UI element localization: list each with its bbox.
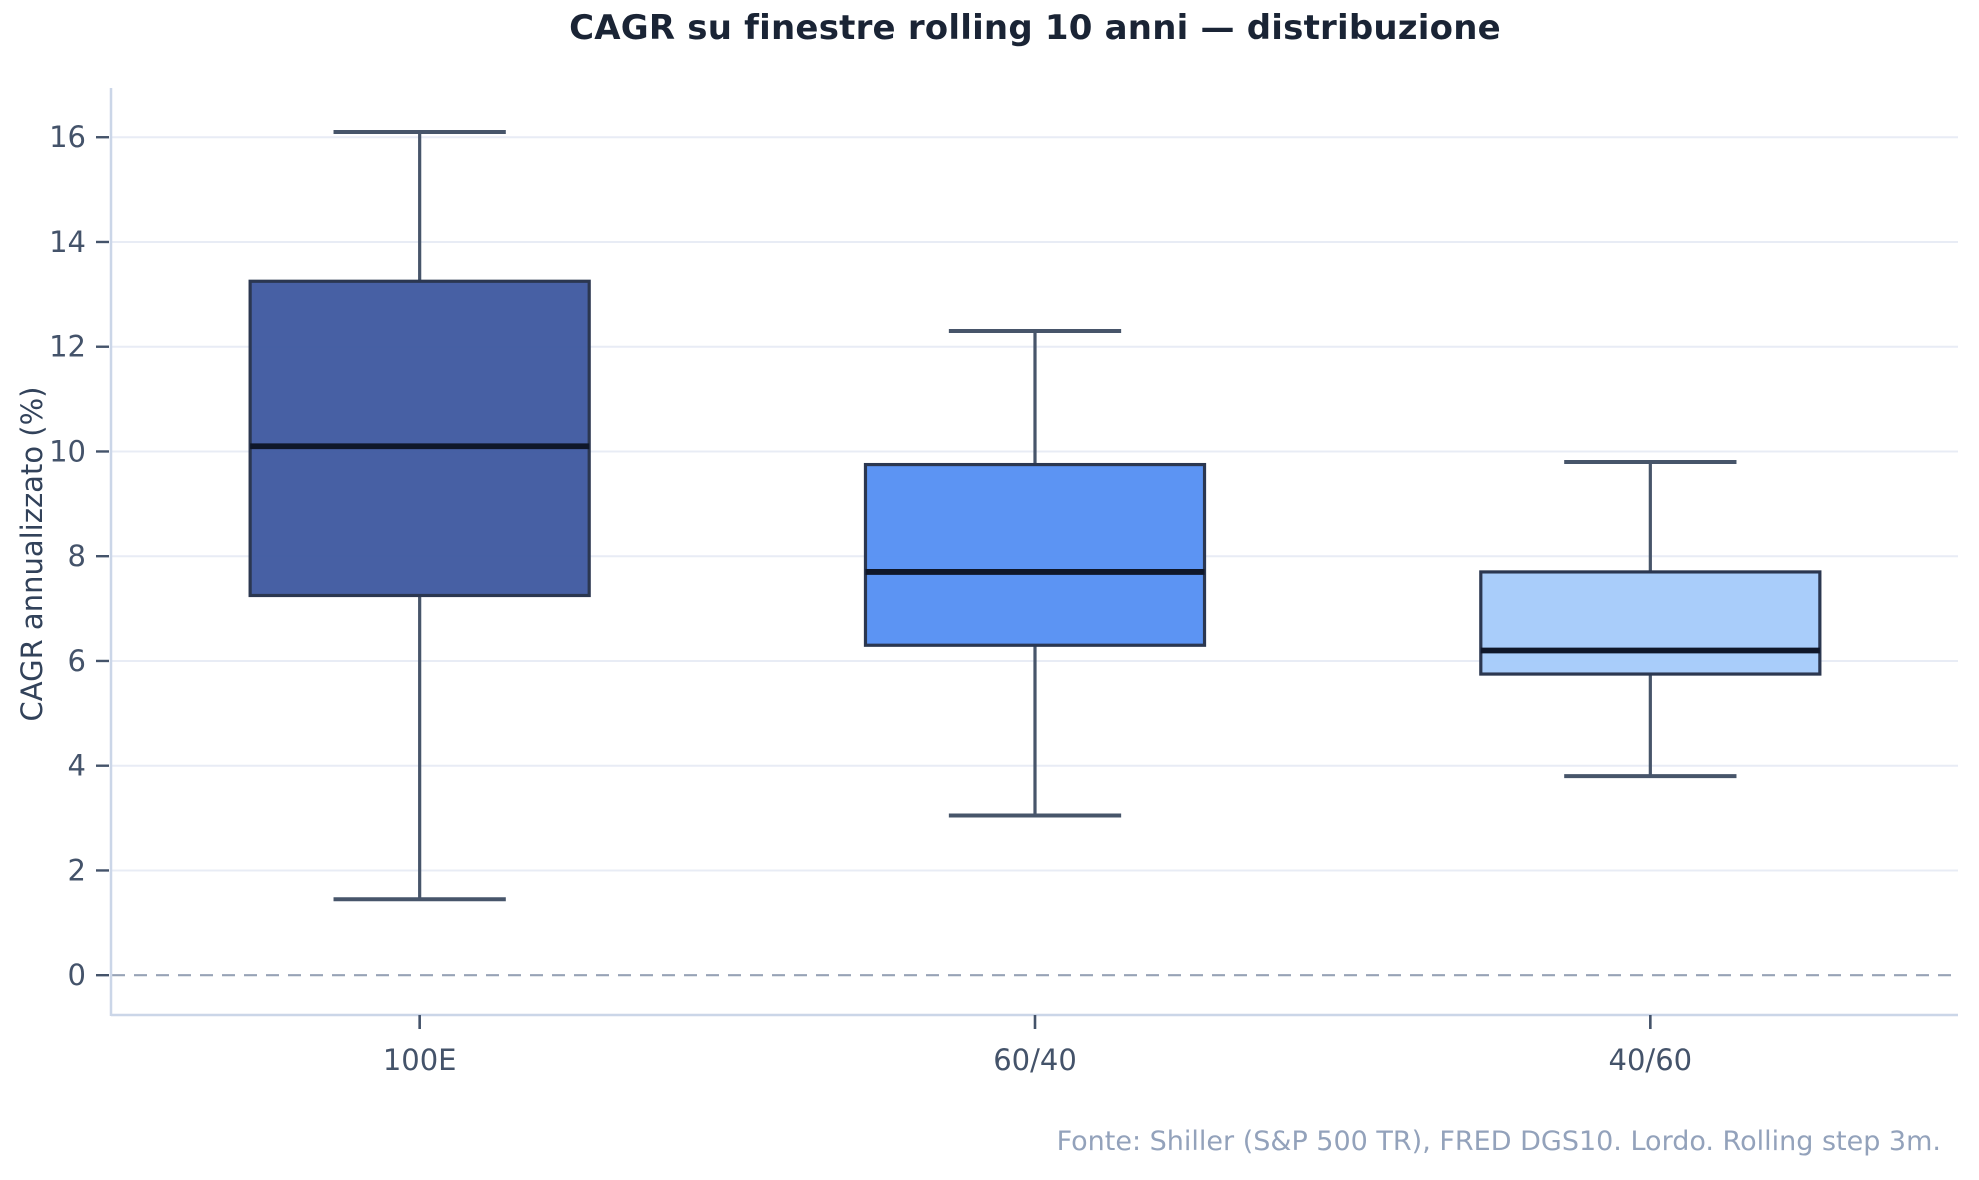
y-tick-label: 6 xyxy=(68,644,86,678)
y-tick-label: 14 xyxy=(49,225,86,259)
y-tick-label: 16 xyxy=(49,120,86,154)
y-tick-label: 0 xyxy=(68,958,86,992)
y-tick-label: 8 xyxy=(68,539,86,573)
y-tick-label: 2 xyxy=(68,853,86,887)
chart-title: CAGR su finestre rolling 10 anni — distr… xyxy=(569,8,1501,48)
source-note: Fonte: Shiller (S&P 500 TR), FRED DGS10.… xyxy=(1056,1126,1941,1157)
y-tick-label: 10 xyxy=(49,434,86,468)
y-tick-label: 4 xyxy=(68,749,86,783)
x-tick-label: 60/40 xyxy=(993,1043,1077,1077)
box-100E xyxy=(248,279,591,598)
box-60/40 xyxy=(863,462,1207,647)
box-40/60 xyxy=(1479,570,1822,676)
y-tick-label: 12 xyxy=(49,330,86,364)
x-tick-label: 100E xyxy=(383,1043,457,1077)
x-tick-label: 40/60 xyxy=(1609,1043,1693,1077)
